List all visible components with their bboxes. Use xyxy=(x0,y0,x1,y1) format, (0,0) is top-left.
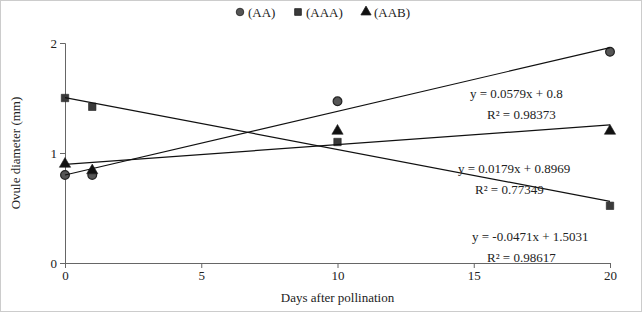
legend-label: (AAA) xyxy=(306,5,343,20)
annotations: y = 0.0579x + 0.8 R² = 0.98373 y = 0.0179x… xyxy=(458,86,589,265)
legend-label: (AAB) xyxy=(374,5,410,20)
data-point xyxy=(332,124,343,134)
annotation: R² = 0.98617 xyxy=(487,250,556,265)
annotation: y = 0.0179x + 0.8969 xyxy=(458,161,570,176)
x-tick: 0 xyxy=(62,263,69,283)
y-tick-label: 0 xyxy=(51,256,58,271)
y-axis: 0 1 2 xyxy=(51,36,66,271)
x-tick-label: 10 xyxy=(332,268,345,283)
annotation: R² = 0.98373 xyxy=(487,107,556,122)
y-tick-label: 1 xyxy=(51,146,58,161)
legend: (AA) (AAA) (AAB) xyxy=(236,5,410,20)
x-tick: 20 xyxy=(604,263,617,283)
y-axis-title: Ovule diameter (mm) xyxy=(8,97,23,210)
trend-line xyxy=(65,48,610,175)
x-tick-label: 5 xyxy=(199,268,206,283)
trend-line xyxy=(65,98,610,202)
y-tick: 2 xyxy=(51,36,66,51)
y-tick-mark xyxy=(60,43,65,44)
y-tick: 0 xyxy=(51,256,66,271)
annotation: R² = 0.77349 xyxy=(475,182,544,197)
x-tick: 10 xyxy=(332,263,345,283)
x-axis: 0 5 10 15 20 xyxy=(62,263,617,283)
x-tick: 15 xyxy=(468,263,481,283)
data-point xyxy=(59,157,70,167)
legend-marker xyxy=(236,8,244,16)
y-tick-mark xyxy=(60,153,65,154)
x-tick-label: 0 xyxy=(62,268,69,283)
frame xyxy=(1,1,642,312)
y-tick: 1 xyxy=(51,146,66,161)
annotation: y = 0.0579x + 0.8 xyxy=(470,86,563,101)
legend-marker xyxy=(361,6,371,15)
legend-marker xyxy=(295,9,302,16)
data-point xyxy=(604,124,615,134)
trend-line xyxy=(65,125,610,164)
x-tick: 5 xyxy=(199,263,206,283)
x-tick-label: 20 xyxy=(604,268,617,283)
data-point xyxy=(606,202,613,209)
chart: 0 5 10 15 20 0 1 2 Days after pollination Ovule d… xyxy=(0,0,642,312)
y-axis-line xyxy=(60,44,66,264)
plot-area xyxy=(59,47,615,209)
y-tick-mark xyxy=(60,263,65,264)
legend-label: (AA) xyxy=(248,5,275,20)
data-point xyxy=(89,103,96,110)
x-tick-label: 15 xyxy=(468,268,481,283)
x-axis-title: Days after pollination xyxy=(281,290,395,305)
y-tick-label: 2 xyxy=(51,36,58,51)
annotation: y = -0.0471x + 1.5031 xyxy=(472,229,589,244)
data-point xyxy=(333,97,342,106)
